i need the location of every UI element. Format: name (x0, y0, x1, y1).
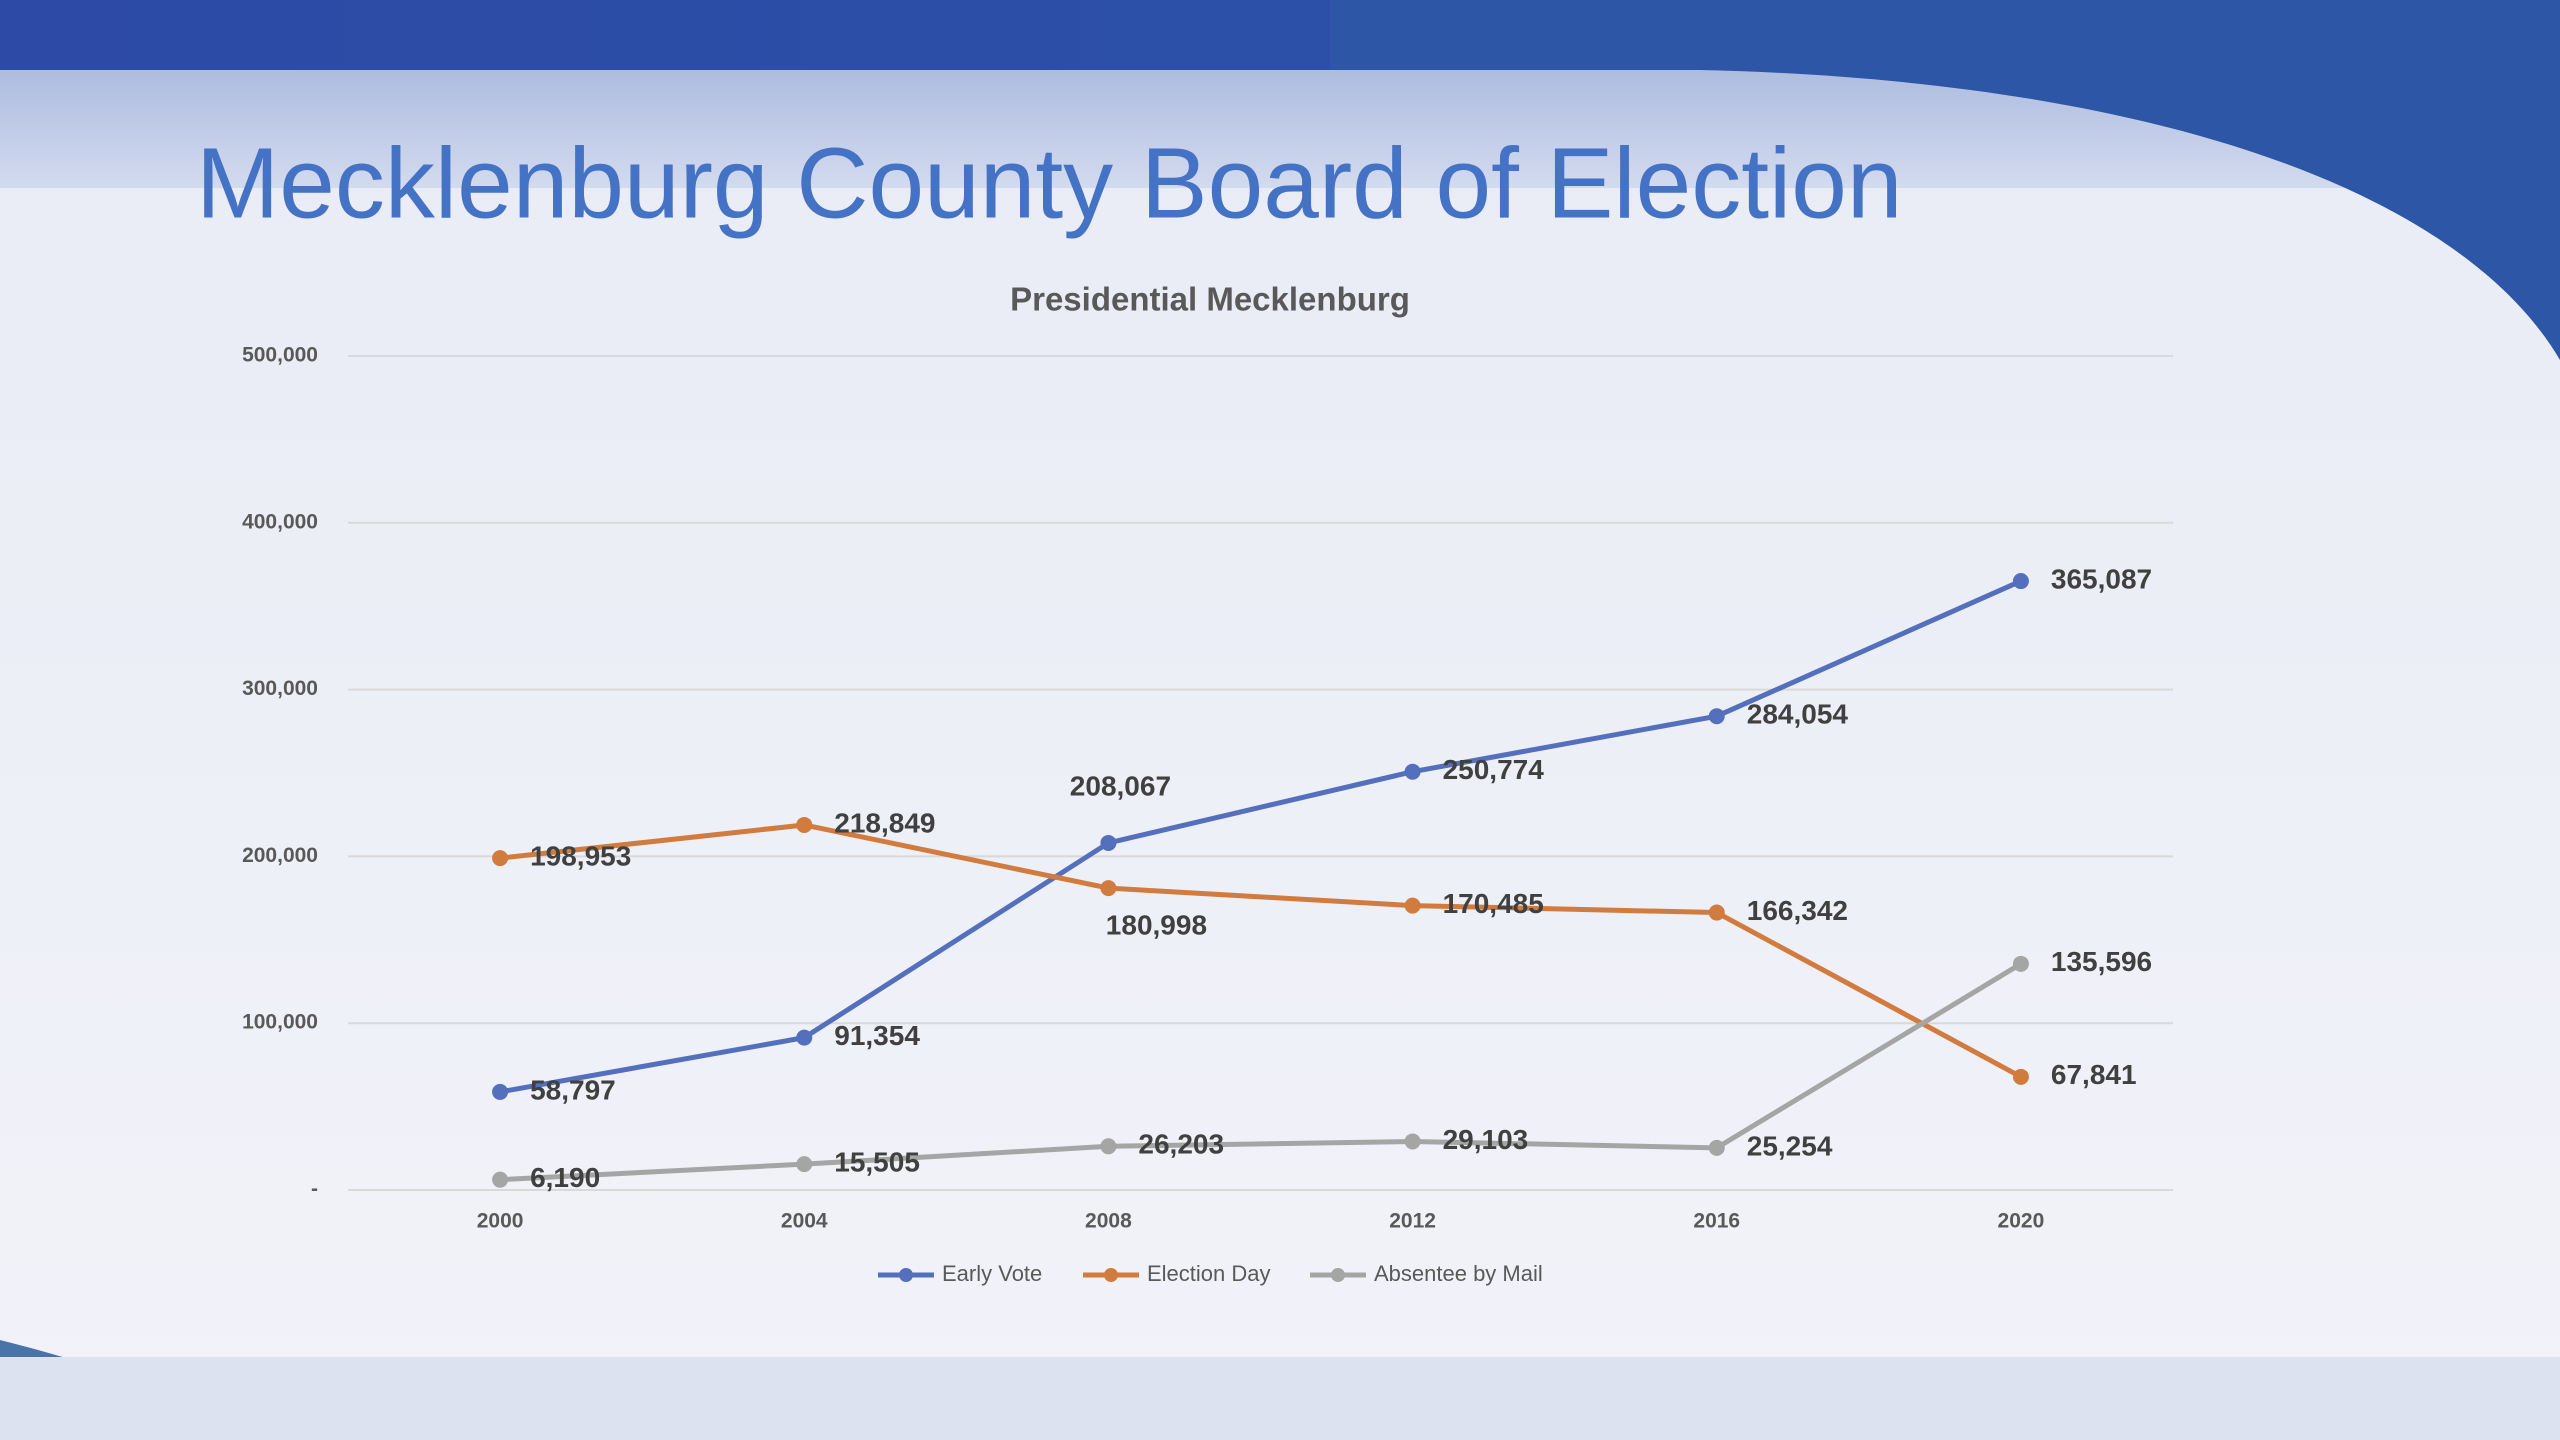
y-tick-label: - (311, 1178, 318, 1201)
x-tick-label: 2008 (1085, 1210, 1132, 1233)
data-label: 166,342 (1747, 895, 1848, 926)
point (796, 1156, 813, 1173)
data-label: 58,797 (530, 1074, 616, 1105)
swoosh (1330, 0, 2560, 360)
data-label: 170,485 (1443, 888, 1544, 919)
point (2012, 1068, 2029, 1085)
point (1708, 904, 1725, 921)
data-label: 284,054 (1747, 699, 1849, 730)
data-label: 250,774 (1443, 754, 1545, 785)
data-label: 6,190 (530, 1162, 600, 1193)
footer-band (0, 1357, 2560, 1440)
x-tick-label: 2020 (1998, 1210, 2045, 1233)
legend-marker (899, 1268, 913, 1282)
data-label: 208,067 (1070, 770, 1171, 801)
point (492, 1171, 509, 1188)
point (1404, 763, 1421, 780)
data-label: 15,505 (834, 1147, 920, 1178)
data-label: 29,103 (1443, 1124, 1529, 1155)
data-label: 67,841 (2051, 1059, 2137, 1090)
legend-label: Early Vote (942, 1261, 1042, 1286)
y-tick-label: 100,000 (242, 1011, 318, 1034)
point (1404, 897, 1421, 914)
point (796, 816, 813, 833)
legend-marker (1331, 1268, 1345, 1282)
y-tick-label: 400,000 (242, 510, 318, 533)
data-label: 135,596 (2051, 946, 2152, 977)
point (796, 1029, 813, 1046)
point (1708, 1139, 1725, 1156)
point (1100, 1138, 1117, 1155)
data-label: 218,849 (834, 807, 935, 838)
data-label: 25,254 (1747, 1130, 1833, 1161)
y-tick-label: 300,000 (242, 677, 318, 700)
chart-title: Presidential Mecklenburg (1010, 281, 1410, 318)
point (1708, 708, 1725, 725)
point (1100, 880, 1117, 897)
point (492, 1083, 509, 1100)
data-label: 365,087 (2051, 563, 2152, 594)
point (1100, 834, 1117, 851)
x-tick-label: 2012 (1389, 1210, 1436, 1233)
point (492, 850, 509, 867)
point (2012, 955, 2029, 972)
data-label: 198,953 (530, 841, 631, 872)
line (499, 822, 2023, 1080)
legend-label: Absentee by Mail (1374, 1261, 1543, 1286)
data-label: 26,203 (1138, 1129, 1224, 1160)
line (499, 961, 2023, 1183)
point (1404, 1133, 1421, 1150)
y-tick-label: 200,000 (242, 844, 318, 867)
y-tick-label: 500,000 (242, 344, 318, 367)
x-tick-label: 2000 (477, 1210, 524, 1233)
x-tick-label: 2004 (781, 1210, 828, 1233)
point (2012, 573, 2029, 590)
legend-label: Election Day (1147, 1261, 1271, 1286)
slide-title: Mecklenburg County Board of Election (196, 127, 1903, 239)
data-label: 180,998 (1106, 909, 1207, 940)
legend-marker (1104, 1268, 1118, 1282)
line (499, 578, 2022, 1095)
data-label: 91,354 (834, 1020, 920, 1051)
x-tick-label: 2016 (1693, 1210, 1740, 1233)
